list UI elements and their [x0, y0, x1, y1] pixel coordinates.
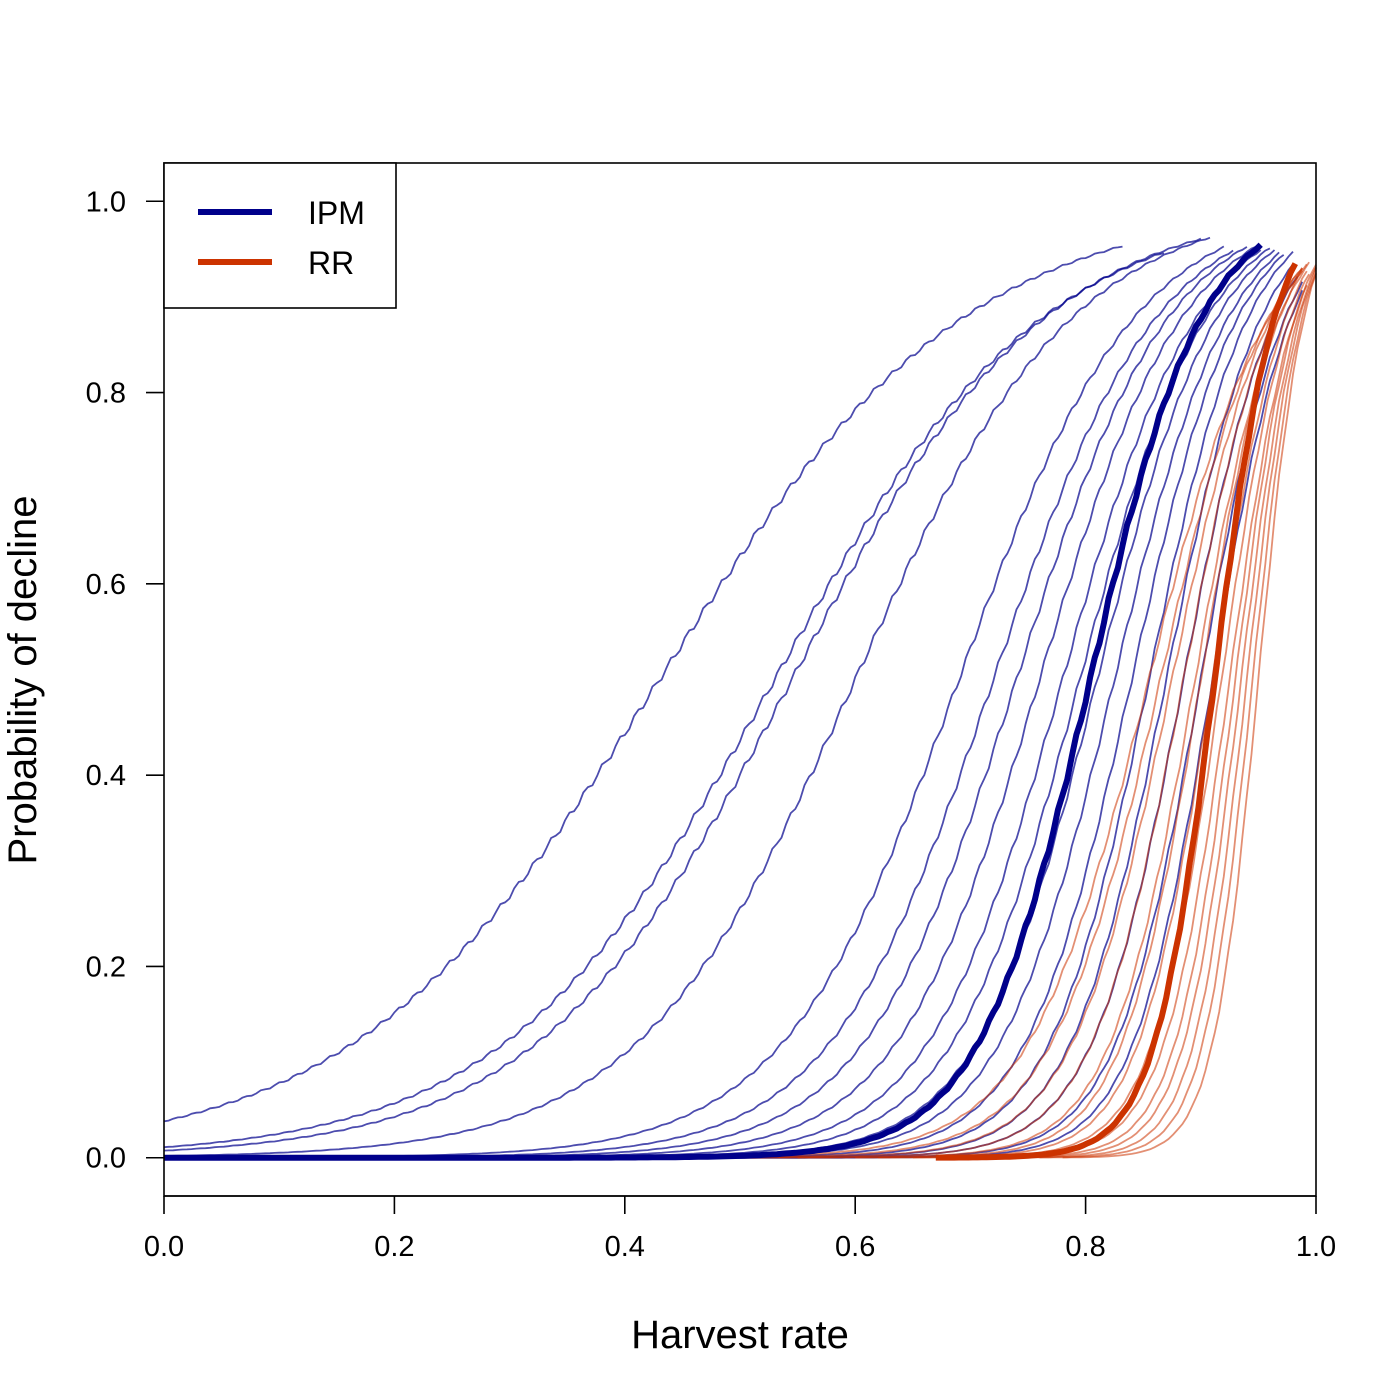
legend-label-rr: RR: [308, 245, 354, 281]
x-tick-label: 0.4: [605, 1231, 645, 1263]
y-tick-label: 0.2: [86, 951, 126, 983]
x-tick-label: 0.2: [374, 1231, 414, 1263]
x-axis-title: Harvest rate: [631, 1313, 849, 1357]
legend-label-ipm: IPM: [308, 195, 365, 231]
y-tick-label: 0.8: [86, 378, 126, 410]
ipm-replicate-line-1: [163, 245, 1123, 1123]
ipm-replicate-line-3: [163, 237, 1202, 1152]
x-tick-label: 0.6: [835, 1231, 875, 1263]
y-tick-label: 0.0: [86, 1143, 126, 1175]
ipm-replicate-line-13: [164, 254, 1285, 1159]
y-axis-title: Probability of decline: [1, 495, 45, 864]
x-axis: 0.0 0.2 0.4 0.6 0.8 1.0: [144, 1195, 1336, 1263]
plot-frame: [163, 162, 1317, 1197]
ipm-replicate-line-5: [164, 245, 1225, 1159]
ipm-replicate-line-9: [164, 249, 1262, 1159]
rr-replicate-line-2: [509, 268, 1303, 1159]
rr-replicate-line-14: [1062, 273, 1317, 1159]
ipm-summary-line: [164, 242, 1263, 1161]
legend-box: [163, 162, 397, 309]
ipm-replicate-line-17: [164, 281, 1304, 1159]
ipm-replicate-line-4: [163, 236, 1211, 1157]
x-tick-label: 0.8: [1065, 1231, 1105, 1263]
ipm-replicate-line-12: [164, 251, 1280, 1159]
y-tick-label: 1.0: [86, 186, 126, 218]
series-layer: [163, 236, 1317, 1161]
y-axis: 0.0 0.2 0.4 0.6 0.8 1.0: [86, 186, 164, 1175]
y-tick-label: 0.4: [86, 760, 126, 792]
rr-summary-line: [935, 262, 1298, 1161]
ipm-replicate-line-2: [163, 252, 1165, 1149]
ipm-replicate-line-10: [164, 247, 1271, 1159]
x-tick-label: 0.0: [144, 1231, 184, 1263]
ipm-replicate-line-18: [164, 289, 1304, 1159]
rr-replicate-line-10: [970, 264, 1317, 1159]
legend: IPM RR: [163, 162, 397, 309]
x-tick-label: 1.0: [1296, 1231, 1336, 1263]
plot-area: [163, 162, 1317, 1197]
rr-replicate-line-4: [740, 267, 1303, 1159]
ipm-replicate-line-8: [164, 245, 1257, 1159]
y-tick-label: 0.6: [86, 569, 126, 601]
